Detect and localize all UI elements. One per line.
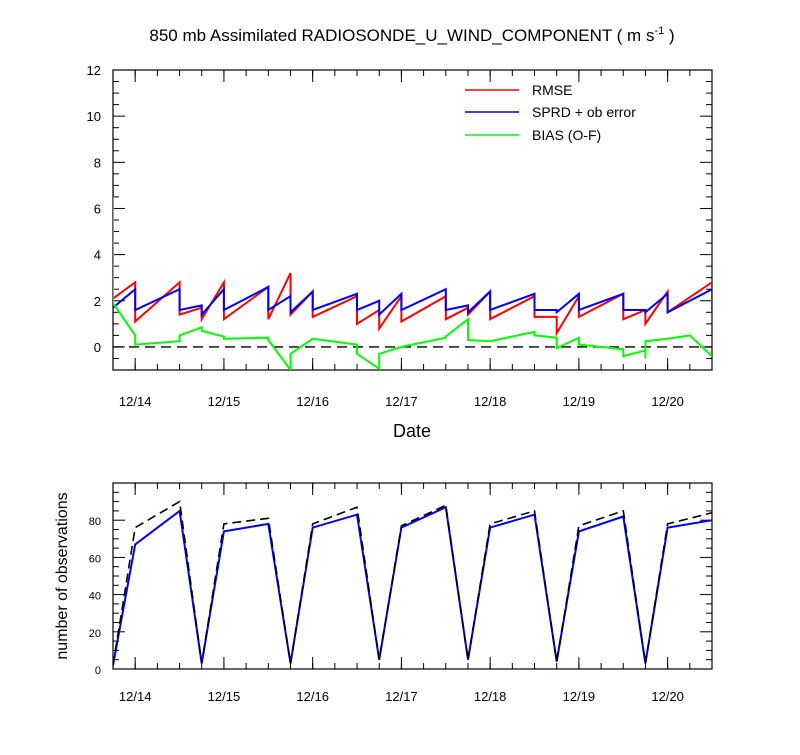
top-x-tick-label: 12/14: [119, 394, 152, 409]
top-y-tick-label: 4: [94, 248, 101, 263]
bottom-x-tick-label: 12/14: [119, 689, 152, 704]
top-x-tick-label: 12/18: [474, 394, 507, 409]
top-x-tick-label: 12/19: [563, 394, 596, 409]
bottom-x-tick-label: 12/17: [385, 689, 418, 704]
bottom-x-tick-label: 12/19: [563, 689, 596, 704]
bottom-y-tick-label: 0: [95, 665, 101, 677]
bottom-x-tick-label: 12/15: [208, 689, 241, 704]
bottom-axis-ticks: 0 20 40 60 80 12/14 12/15 12/16 12/17 12/18 12/19 1…: [89, 483, 712, 704]
bottom-y-tick-label: 20: [89, 628, 101, 640]
bottom-y-tick-label: 60: [89, 553, 101, 565]
top-axis-ticks: 0 2 4 6 8 10 12 12/14 12/15 12/16 12/17 12/18 12/19 1…: [87, 63, 712, 409]
bottom-series-assimilated: [113, 505, 712, 666]
top-y-tick-label: 8: [94, 155, 101, 170]
top-x-tick-label: 12/20: [651, 394, 684, 409]
bottom-y-axis-label: number of observations: [54, 492, 71, 659]
top-x-tick-label: 12/15: [208, 394, 241, 409]
top-y-tick-label: 2: [94, 294, 101, 309]
top-y-tick-label: 10: [87, 109, 101, 124]
top-chart-title-main: 850 mb Assimilated RADIOSONDE_U_WIND_COM…: [149, 26, 654, 45]
top-chart-title-suffix: ): [664, 26, 674, 45]
bottom-x-tick-label: 12/20: [651, 689, 684, 704]
top-series-sprd-ob-error: [113, 285, 712, 318]
top-x-tick-label: 12/16: [296, 394, 329, 409]
top-y-tick-label: 0: [94, 340, 101, 355]
bottom-y-tick-label: 40: [89, 591, 101, 603]
bottom-series-total: [113, 500, 712, 666]
top-series-group: [113, 187, 712, 370]
legend-label-sprd: SPRD + ob error: [532, 104, 636, 120]
bottom-plot-frame: [112, 482, 713, 670]
bottom-series-group: [113, 500, 712, 666]
legend-label-bias: BIAS (O-F): [532, 127, 601, 143]
top-series-bias-o-f: [113, 196, 712, 370]
top-chart-title-superscript: -1: [654, 25, 664, 37]
top-y-tick-label: 12: [87, 63, 101, 78]
legend-label-rmse: RMSE: [532, 82, 572, 98]
top-legend: RMSE SPRD + ob error BIAS (O-F): [465, 82, 636, 143]
top-series-rmse: [113, 187, 712, 337]
top-x-tick-label: 12/17: [385, 394, 418, 409]
bottom-x-tick-label: 12/16: [296, 689, 329, 704]
top-y-tick-label: 6: [94, 201, 101, 216]
bottom-y-tick-label: 80: [89, 516, 101, 528]
top-chart-title: 850 mb Assimilated RADIOSONDE_U_WIND_COM…: [149, 25, 674, 45]
top-x-axis-label: Date: [393, 421, 431, 441]
bottom-x-tick-label: 12/18: [474, 689, 507, 704]
